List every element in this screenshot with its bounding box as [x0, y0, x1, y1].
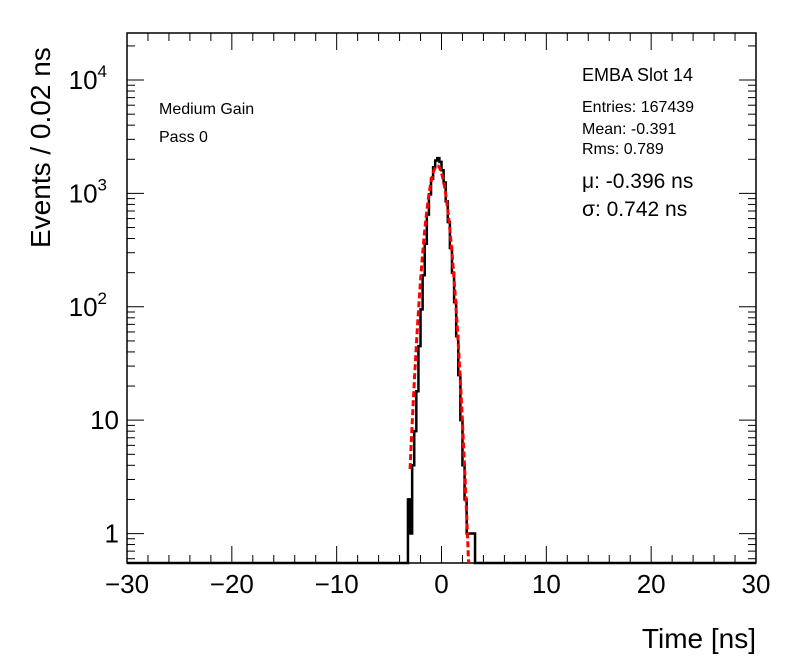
y-axis-ticks: 1 10 102 103 104 [69, 45, 756, 560]
gain-label: Medium Gain [159, 101, 254, 118]
entries-stat: Entries: 167439 [582, 99, 694, 116]
y-tick-label: 102 [69, 289, 107, 322]
x-tick-label: −20 [210, 569, 254, 599]
x-tick-label: 10 [532, 569, 561, 599]
rms-stat: Rms: 0.789 [582, 141, 664, 158]
y-tick-label: 104 [69, 62, 107, 95]
pass-label: Pass 0 [159, 129, 208, 146]
fit-mu-stat: μ: -0.396 ns [582, 170, 693, 193]
y-tick-label: 103 [69, 175, 107, 208]
x-axis-ticks: −30 −20 −10 0 10 20 30 [105, 33, 771, 599]
y-tick-label: 1 [105, 519, 119, 549]
mean-stat: Mean: -0.391 [582, 121, 676, 138]
module-label: EMBA Slot 14 [582, 65, 693, 85]
x-tick-label: 20 [637, 569, 666, 599]
x-axis-label: Time [ns] [642, 623, 756, 654]
x-tick-label: 30 [742, 569, 771, 599]
fit-sigma-stat: σ: 0.742 ns [582, 198, 687, 221]
x-tick-label: 0 [434, 569, 448, 599]
gaussian-fit-curve [408, 164, 471, 564]
y-axis-label: Events / 0.02 ns [25, 47, 56, 248]
x-tick-label: −30 [105, 569, 149, 599]
x-tick-label: −10 [315, 569, 359, 599]
series-layer [127, 156, 756, 565]
y-tick-label: 10 [90, 405, 119, 435]
